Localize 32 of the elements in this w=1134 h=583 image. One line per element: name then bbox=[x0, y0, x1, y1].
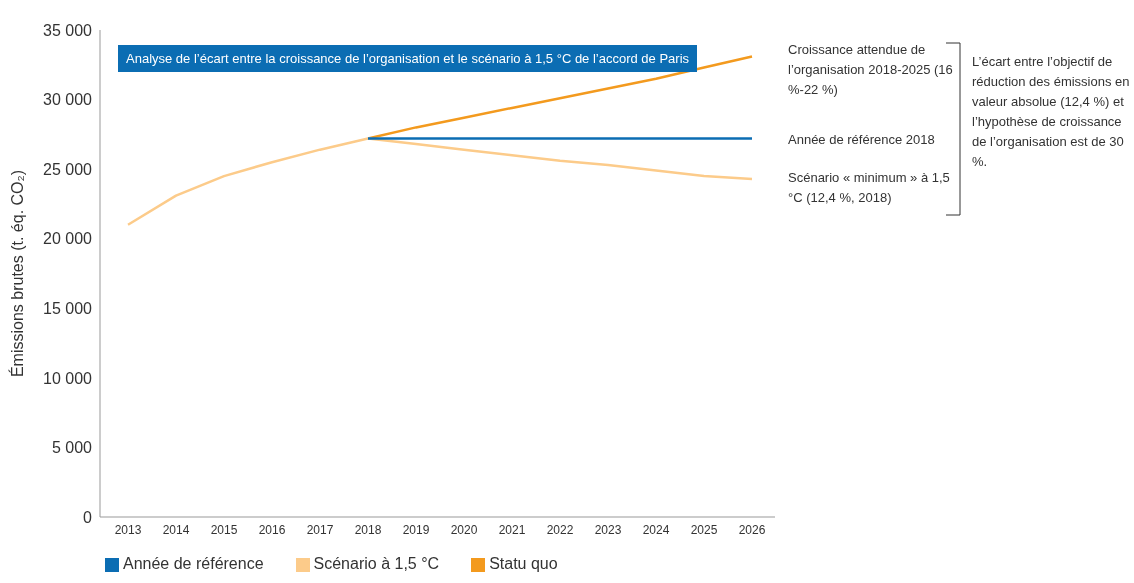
y-tick-label: 20 000 bbox=[43, 230, 93, 248]
x-tick-label: 2017 bbox=[306, 522, 334, 537]
y-tick-label: 10 000 bbox=[43, 369, 93, 387]
x-tick-label: 2026 bbox=[738, 522, 766, 537]
x-tick-label: 2024 bbox=[642, 522, 670, 537]
text: Croissance attendue de l’organisation 2018-2025 (16 %-22 %) bbox=[788, 41, 953, 99]
x-tick-label: 2014 bbox=[162, 522, 190, 537]
x-tick-label: 2023 bbox=[594, 522, 622, 537]
legend-label: Statu quo bbox=[489, 555, 558, 572]
text: L’écart entre l’objectif de réduction des émissions en valeur absolue (12,4 %) et l’hypothèse de croissance de l’organisation est de 30 %. bbox=[972, 53, 1131, 171]
text: Analyse de l’écart entre la croissance de l’organisation et le scénario à 1,5 °C de l’accord de Paris bbox=[118, 45, 698, 72]
x-tick-label: 2022 bbox=[546, 522, 574, 537]
x-tick-label: 2016 bbox=[258, 522, 286, 537]
x-tick-label: 2013 bbox=[114, 522, 142, 537]
y-tick-label: 0 bbox=[83, 508, 93, 526]
x-tick-label: 2021 bbox=[498, 522, 526, 537]
y-tick-label: 5 000 bbox=[51, 439, 93, 457]
y-tick-label: 15 000 bbox=[43, 299, 93, 317]
y-tick-label: 30 000 bbox=[43, 91, 93, 109]
x-tick-label: 2019 bbox=[402, 522, 430, 537]
text: Année de référence 2018 bbox=[788, 131, 936, 149]
legend-label: Scénario à 1,5 °C bbox=[313, 555, 440, 572]
y-tick-label: 35 000 bbox=[43, 21, 93, 39]
legend-label: Année de référence bbox=[123, 555, 264, 572]
x-tick-label: 2018 bbox=[354, 522, 382, 537]
y-tick-label: 25 000 bbox=[43, 160, 93, 178]
x-tick-label: 2015 bbox=[210, 522, 238, 537]
x-tick-label: 2020 bbox=[450, 522, 478, 537]
line-series bbox=[126, 137, 754, 227]
text: Scénario « minimum » à 1,5 °C (12,4 %, 2018) bbox=[788, 169, 951, 207]
y-axis-title: Émissions brutes (t. éq. CO₂) bbox=[7, 169, 26, 378]
x-tick-label: 2025 bbox=[690, 522, 718, 537]
